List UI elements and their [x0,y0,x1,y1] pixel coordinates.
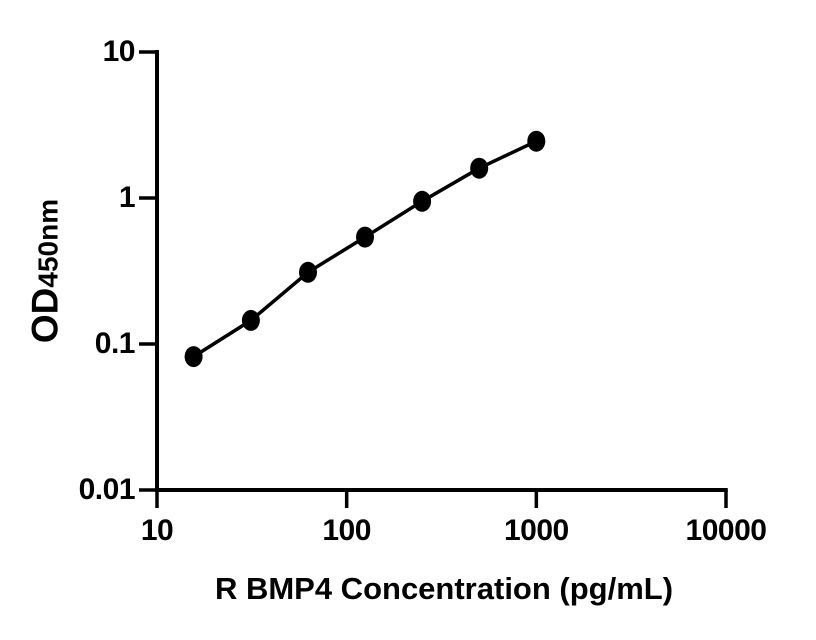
data-point-marker [413,190,432,212]
x-tick-label: 10000 [685,514,767,547]
y-axis-title-sub: 450nm [32,198,64,288]
y-tick-label: 1 [118,181,136,214]
y-axis-title: OD450nm [24,198,66,344]
y-tick-label: 10 [102,35,136,68]
x-axis-title: R BMP4 Concentration (pg/mL) [214,571,674,606]
y-axis-title-main: OD [24,287,66,344]
x-tick-label: 1000 [503,514,569,547]
y-tick-label: 0.1 [94,327,136,360]
x-tick-label: 10 [140,514,174,547]
data-point-marker [184,346,203,368]
data-point-marker [356,226,374,248]
x-tick-label: 100 [322,514,371,547]
y-tick-label: 0.01 [78,473,136,506]
data-point-marker [241,309,260,331]
data-point-marker [470,157,489,179]
data-point-marker [299,261,317,283]
data-point-marker [527,130,546,152]
